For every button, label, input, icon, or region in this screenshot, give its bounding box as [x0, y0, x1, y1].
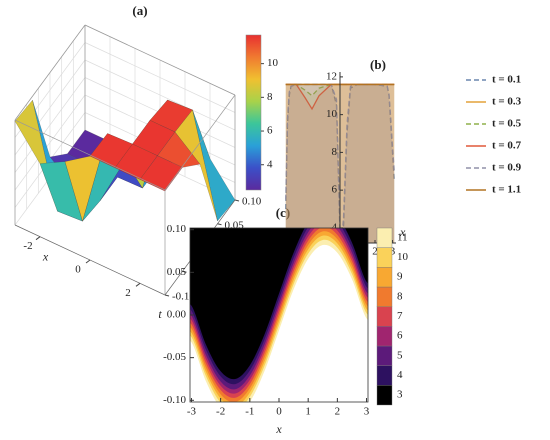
t-tick	[217, 223, 222, 226]
x-axis-label: x	[399, 225, 406, 239]
colorbar-band	[376, 286, 393, 307]
wall-grid	[84, 42, 236, 113]
colorbar-label: 11	[397, 231, 408, 243]
colorbar-band	[376, 247, 393, 268]
x-tick-label: 2	[372, 246, 378, 258]
colorbar-tick-label: 8	[267, 91, 273, 103]
legend-label: t = 0.9	[492, 162, 522, 174]
y-tick-label: 12	[326, 70, 337, 82]
legend-label: t = 0.7	[492, 140, 522, 152]
x-tick-label: 1	[305, 406, 311, 418]
legend-label: t = 0.3	[492, 96, 522, 108]
colorbar-tick-label: 4	[267, 158, 273, 170]
x-tick	[85, 259, 91, 264]
colorbar-label: 3	[397, 389, 403, 401]
surface-patch	[139, 155, 183, 192]
y-tick-label: 6	[332, 184, 338, 196]
colorbar-label: 9	[397, 271, 403, 283]
colorbar-band	[376, 306, 393, 327]
x-tick-label: 3	[390, 246, 396, 258]
t-tick-label: 0.10	[242, 196, 262, 208]
x-axis-label: x	[42, 249, 49, 263]
area-fill	[285, 84, 395, 243]
colorbar-band	[376, 326, 393, 347]
y-tick-label: 10	[326, 108, 338, 120]
box-edge	[14, 24, 86, 121]
colorbar-band	[376, 345, 393, 366]
x-tick-label: 2	[125, 287, 131, 299]
y-tick-label: 0.00	[167, 309, 187, 321]
x-tick	[35, 236, 41, 241]
t-tick	[234, 199, 240, 202]
box-edge	[84, 24, 236, 96]
colorbar-label: 6	[397, 330, 403, 342]
x-tick-label: 2	[335, 406, 341, 418]
plot-area	[190, 228, 368, 402]
colorbar-tick-label: 10	[267, 57, 279, 69]
y-tick-label: -0.05	[163, 351, 186, 363]
colorbar-label: 8	[397, 290, 403, 302]
y-tick-label: 8	[332, 146, 338, 158]
x-tick-label: 0	[276, 406, 282, 418]
box-edge	[14, 119, 166, 191]
colorbar-band	[376, 267, 393, 288]
x-tick-label: -1	[245, 406, 254, 418]
colorbar-band	[376, 385, 393, 406]
colorbar-tick-label: 6	[267, 125, 273, 137]
x-tick-label: 0	[75, 264, 81, 276]
y-tick-label: 0.10	[167, 223, 187, 235]
colorbar-label: 4	[397, 369, 403, 381]
colorbar-label: 7	[397, 310, 403, 322]
x-tick-label: 3	[364, 406, 370, 418]
x-axis-label: x	[275, 422, 282, 436]
contour-plot: -3 -2 -1 0 1 2 3-0.10-0.050.000.050.10xt345678…	[158, 223, 409, 436]
y-tick-label: 4	[332, 221, 338, 233]
t-tick	[164, 294, 170, 297]
y-tick-label: 0.05	[167, 266, 187, 278]
x-tick-label: -2	[23, 240, 32, 252]
legend-label: t = 1.1	[492, 184, 521, 196]
panel-c-title: (c)	[276, 205, 290, 220]
area-fill	[285, 84, 395, 243]
x-tick-label: -2	[216, 406, 225, 418]
colorbar-band	[376, 365, 393, 386]
colorbar-label: 10	[397, 251, 409, 263]
panel-b-title: (b)	[370, 57, 386, 72]
y-axis-label: t	[158, 307, 162, 321]
t-tick-label: -0.10	[172, 291, 195, 303]
colorbar-band	[376, 227, 393, 248]
surface-patch	[14, 99, 58, 212]
legend-label: t = 0.1	[492, 74, 521, 86]
x-tick-label: -3	[187, 406, 197, 418]
box-edge	[164, 94, 236, 191]
t-tick	[182, 270, 187, 273]
contour-band	[190, 244, 368, 402]
y-tick-label: -0.10	[163, 394, 186, 406]
colorbar	[245, 34, 262, 191]
x-tick	[135, 282, 141, 287]
panel-a-title: (a)	[132, 3, 147, 18]
legend-label: t = 0.5	[492, 118, 522, 130]
colorbar-label: 5	[397, 349, 403, 361]
